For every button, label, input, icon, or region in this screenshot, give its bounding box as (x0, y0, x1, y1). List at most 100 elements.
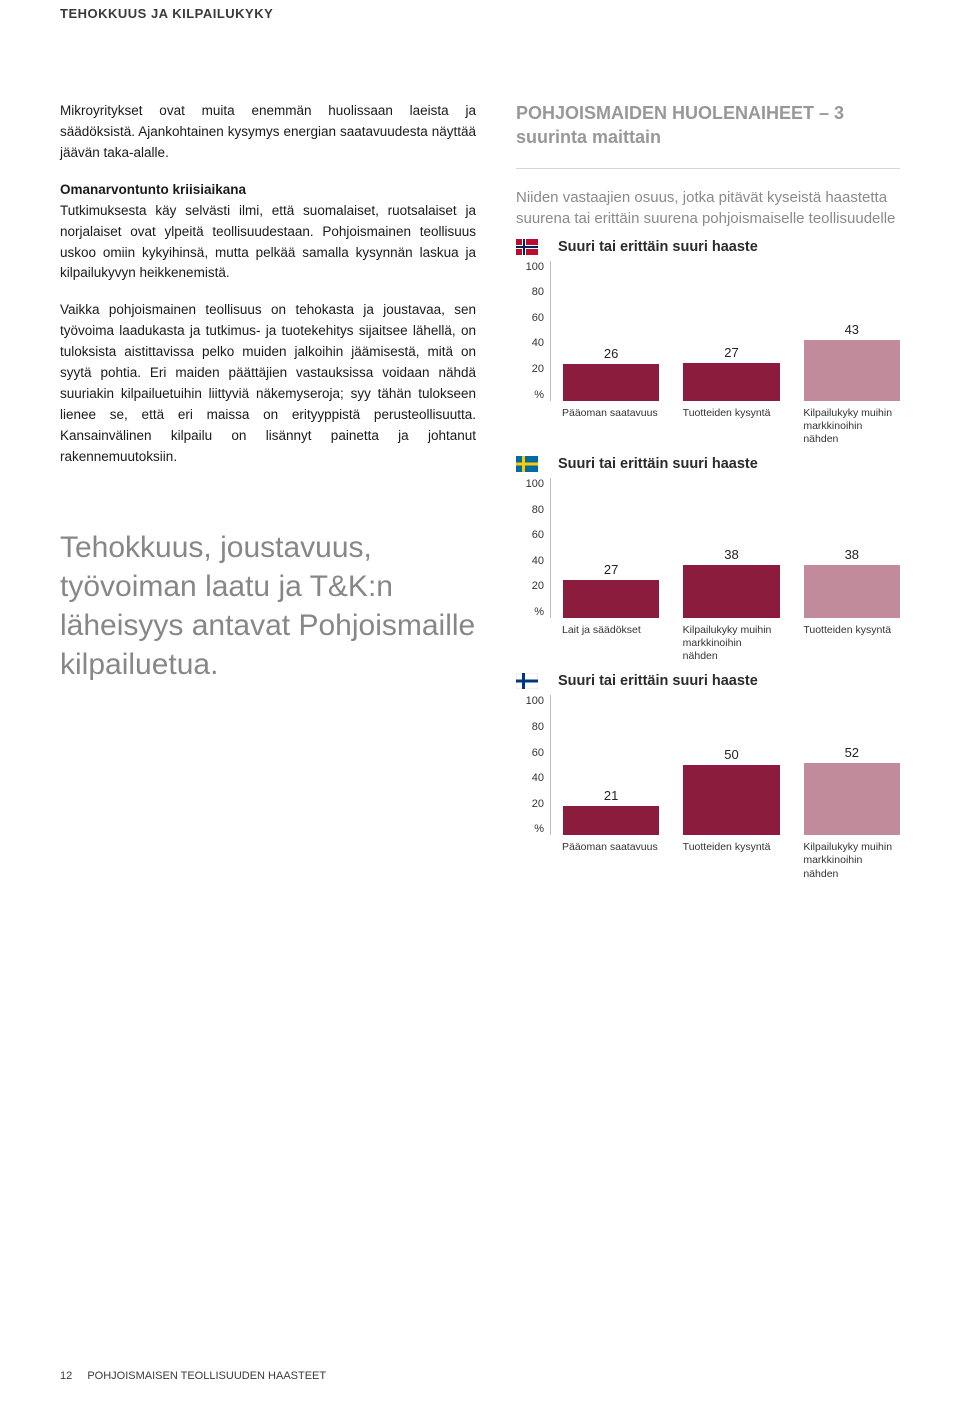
left-column: Mikroyritykset ovat muita enemmän huolis… (60, 101, 476, 887)
x-label: Pääoman saatavuus (562, 841, 659, 880)
x-label: Tuotteiden kysyntä (683, 407, 780, 446)
bar-slot: 27 (683, 261, 779, 401)
bar-slot: 21 (563, 695, 659, 835)
y-tick: 40 (532, 555, 544, 567)
chart-title-text: Suuri tai erittäin suuri haaste (558, 456, 758, 472)
x-axis-labels: Pääoman saatavuus Tuotteiden kysyntä Kilpa… (516, 407, 900, 446)
bars-wrap: 27 38 38 (550, 478, 900, 618)
bar-column: 26 (563, 261, 659, 401)
y-tick: 20 (532, 363, 544, 375)
x-label: Tuotteiden kysyntä (683, 841, 780, 880)
bar: 43 (804, 340, 900, 400)
chart-area: 10080604020%273838 (516, 478, 900, 618)
bars-wrap: 26 27 43 (550, 261, 900, 401)
x-label: Pääoman saatavuus (562, 407, 659, 446)
y-axis: 10080604020% (516, 261, 550, 401)
bar: 38 (804, 565, 900, 618)
bar: 27 (683, 363, 779, 401)
bar-value-label: 52 (804, 745, 900, 760)
bar-slot: 50 (683, 695, 779, 835)
body-paragraph-3: Vaikka pohjoismainen teollisuus on tehok… (60, 300, 476, 467)
y-tick: 20 (532, 798, 544, 810)
bar-value-label: 50 (683, 747, 779, 762)
y-tick: 80 (532, 504, 544, 516)
y-tick: 40 (532, 772, 544, 784)
x-axis-labels: Lait ja säädökset Kilpailukyky muihin mar… (516, 624, 900, 663)
chart-title-row: Suuri tai erittäin suuri haaste (516, 239, 900, 255)
y-tick: % (534, 823, 544, 835)
x-label: Lait ja säädökset (562, 624, 659, 663)
bar-value-label: 26 (563, 346, 659, 361)
bar-column: 52 (804, 695, 900, 835)
y-axis: 10080604020% (516, 478, 550, 618)
y-tick: 100 (526, 478, 544, 490)
chart-title-text: Suuri tai erittäin suuri haaste (558, 673, 758, 689)
y-axis: 10080604020% (516, 695, 550, 835)
chart-area: 10080604020%262743 (516, 261, 900, 401)
y-tick: 100 (526, 695, 544, 707)
bar-value-label: 43 (804, 322, 900, 337)
chart-title-text: Suuri tai erittäin suuri haaste (558, 239, 758, 255)
y-tick: 40 (532, 337, 544, 349)
bar: 21 (563, 806, 659, 835)
chart-sweden: Suuri tai erittäin suuri haaste 100 80 60 40… (516, 456, 900, 663)
page-footer: 12 POHJOISMAISEN TEOLLISUUDEN HAASTEET (60, 1370, 326, 1382)
x-label: Tuotteiden kysyntä (803, 624, 900, 663)
y-tick: 60 (532, 529, 544, 541)
bar-slot: 38 (683, 478, 779, 618)
bar-column: 43 (804, 261, 900, 401)
paragraph-2-heading: Omanarvontunto kriisiaikana (60, 182, 246, 197)
paragraph-2-body: Tutkimuksesta käy selvästi ilmi, että su… (60, 203, 476, 281)
x-label: Kilpailukyky muihin markkinoihin nähden (803, 407, 900, 446)
y-tick: % (534, 389, 544, 401)
x-axis-labels: Pääoman saatavuus Tuotteiden kysyntä Kilpa… (516, 841, 900, 880)
bar-slot: 52 (804, 695, 900, 835)
pull-quote: Tehokkuus, joustavuus, työvoiman laatu j… (60, 528, 476, 684)
bar-value-label: 27 (563, 562, 659, 577)
bar-slot: 43 (804, 261, 900, 401)
bar: 38 (683, 565, 779, 618)
bar-value-label: 27 (683, 345, 779, 360)
bar-column: 27 (563, 478, 659, 618)
bar: 50 (683, 765, 779, 835)
body-paragraph-1: Mikroyritykset ovat muita enemmän huolis… (60, 101, 476, 164)
chart-area: 10080604020%215052 (516, 695, 900, 835)
y-tick: 80 (532, 286, 544, 298)
sidebar-subtitle: Niiden vastaajien osuus, jotka pitävät k… (516, 187, 900, 229)
y-tick: 60 (532, 747, 544, 759)
bar-slot: 38 (804, 478, 900, 618)
bar-value-label: 38 (683, 547, 779, 562)
page-number: 12 (60, 1370, 72, 1382)
bar: 26 (563, 364, 659, 400)
sidebar-title: POHJOISMAIDEN HUOLENAIHEET – 3 suurinta … (516, 101, 900, 169)
footer-title: POHJOISMAISEN TEOLLISUUDEN HAASTEET (87, 1370, 326, 1382)
bar-column: 21 (563, 695, 659, 835)
chart-title-row: Suuri tai erittäin suuri haaste (516, 673, 900, 689)
bar-column: 27 (683, 261, 779, 401)
section-header: TEHOKKUUS JA KILPAILUKYKY (60, 0, 900, 21)
bar: 52 (804, 763, 900, 836)
y-tick: 100 (526, 261, 544, 273)
bar-column: 50 (683, 695, 779, 835)
bar-column: 38 (804, 478, 900, 618)
body-paragraph-2: Omanarvontunto kriisiaikana Tutkimuksest… (60, 180, 476, 285)
two-column-layout: Mikroyritykset ovat muita enemmän huolis… (60, 101, 900, 887)
bar-slot: 26 (563, 261, 659, 401)
bar-slot: 27 (563, 478, 659, 618)
chart-norway: Suuri tai erittäin suuri haaste100806040… (516, 239, 900, 446)
bar-value-label: 21 (563, 788, 659, 803)
y-tick: 20 (532, 580, 544, 592)
bar-column: 38 (683, 478, 779, 618)
bar-value-label: 38 (804, 547, 900, 562)
bar: 27 (563, 580, 659, 618)
right-column: POHJOISMAIDEN HUOLENAIHEET – 3 suurinta … (516, 101, 900, 887)
finland-flag-icon (516, 673, 538, 689)
x-label: Kilpailukyky muihin markkinoihin nähden (803, 841, 900, 880)
chart-finland: Suuri tai erittäin suuri haaste100806040… (516, 673, 900, 880)
charts-container: Suuri tai erittäin suuri haaste 100 80 60 40… (516, 239, 900, 881)
sweden-flag-icon (516, 456, 538, 472)
chart-title-row: Suuri tai erittäin suuri haaste (516, 456, 900, 472)
bars-wrap: 21 50 52 (550, 695, 900, 835)
x-label: Kilpailukyky muihin markkinoihin nähden (683, 624, 780, 663)
norway-flag-icon (516, 239, 538, 255)
